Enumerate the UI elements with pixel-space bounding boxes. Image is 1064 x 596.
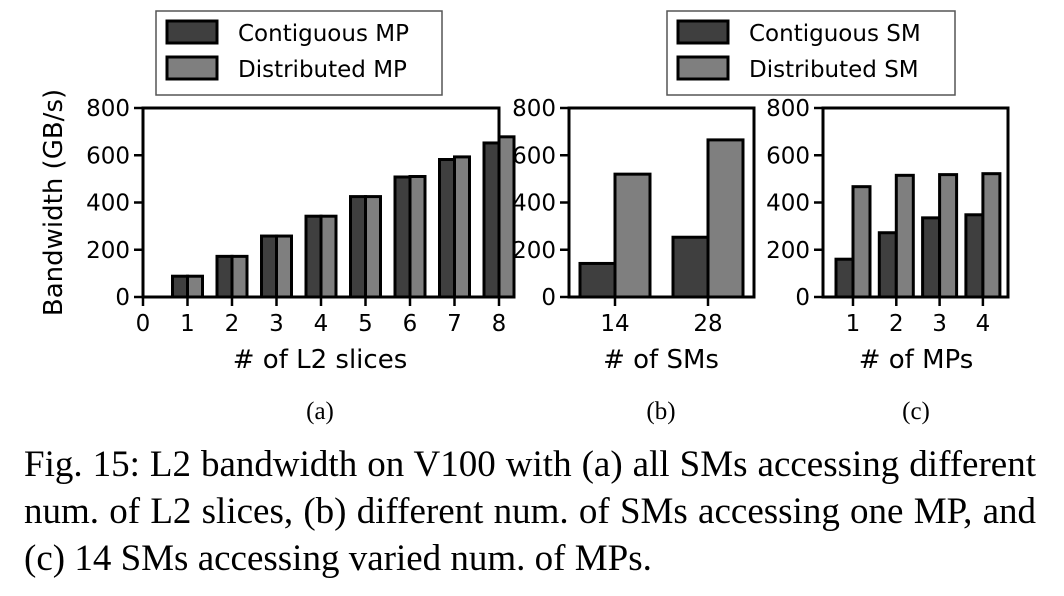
bar-a-contiguous-8 — [482, 141, 501, 299]
x-axis-label-b: # of SMs — [603, 345, 719, 375]
legend-frame-b — [666, 10, 956, 96]
legend-a: Contiguous MP Distributed MP — [155, 10, 443, 96]
panel-label-c: (c) — [902, 398, 930, 425]
bar-c-distributed-3 — [938, 173, 959, 299]
ytick-label-c-0: 0 — [795, 285, 810, 311]
bar-c-contiguous-4 — [964, 213, 985, 299]
bar-c-distributed-4 — [981, 172, 1002, 299]
xtick-label-a-6: 6 — [403, 311, 418, 337]
panel-b: 0 200 400 600 800 14 28 # of SMs (b) — [512, 96, 756, 425]
xtick-label-a-1: 1 — [180, 311, 195, 337]
ytick-label-a-800: 800 — [86, 96, 130, 122]
bar-a-contiguous-4 — [304, 214, 323, 299]
bar-a-contiguous-7 — [438, 158, 456, 299]
legend-swatch-b-contiguous — [676, 19, 730, 45]
xtick-label-b-14: 14 — [600, 311, 629, 337]
xtick-label-a-2: 2 — [225, 311, 240, 337]
xtick-label-c-4: 4 — [976, 311, 991, 337]
xtick-label-c-2: 2 — [889, 311, 904, 337]
xtick-label-a-0: 0 — [136, 311, 151, 337]
bar-c-contiguous-1 — [834, 257, 855, 299]
bar-a-distributed-5 — [364, 195, 382, 299]
y-axis-label-a: Bandwidth (GB/s) — [39, 89, 69, 316]
bar-b-contiguous-1 — [578, 261, 617, 299]
xtick-label-a-8: 8 — [492, 311, 507, 337]
bar-a-contiguous-5 — [349, 195, 367, 299]
ytick-label-c-800: 800 — [766, 96, 810, 122]
xtick-label-c-3: 3 — [932, 311, 947, 337]
bar-a-contiguous-2 — [215, 254, 234, 299]
bar-a-contiguous-1 — [171, 274, 189, 299]
legend-b: Contiguous SM Distributed SM — [666, 10, 956, 96]
legend-swatch-a-distributed — [165, 55, 219, 81]
bar-b-distributed-2 — [706, 138, 745, 299]
ytick-label-a-600: 600 — [86, 143, 130, 169]
ytick-label-b-200: 200 — [512, 238, 556, 264]
panel-label-a: (a) — [306, 398, 334, 425]
x-axis-label-a: # of L2 slices — [233, 345, 408, 375]
bar-a-distributed-6 — [408, 175, 427, 299]
bar-a-distributed-3 — [275, 234, 293, 299]
ytick-label-c-600: 600 — [766, 143, 810, 169]
bar-a-distributed-4 — [319, 214, 338, 299]
bar-c-contiguous-2 — [877, 231, 898, 299]
ytick-label-c-200: 200 — [766, 238, 810, 264]
legend-swatch-b-distributed — [676, 55, 730, 81]
legend-label-a-contiguous: Contiguous MP — [238, 21, 409, 47]
ytick-label-b-800: 800 — [512, 96, 556, 122]
x-axis-label-c: # of MPs — [859, 345, 974, 375]
ytick-label-b-600: 600 — [512, 143, 556, 169]
legend-label-b-contiguous: Contiguous SM — [749, 21, 921, 47]
ytick-label-a-400: 400 — [86, 191, 130, 217]
ytick-label-a-200: 200 — [86, 238, 130, 264]
bar-a-distributed-1 — [186, 274, 204, 299]
bar-c-distributed-2 — [894, 173, 915, 299]
bar-a-contiguous-6 — [393, 175, 412, 299]
panel-c: 0 200 400 600 800 1 2 3 4# of MPs (c) — [766, 96, 1010, 425]
xtick-label-b-28: 28 — [693, 311, 722, 337]
legend-label-b-distributed: Distributed SM — [749, 57, 919, 83]
legend-label-a-distributed: Distributed MP — [238, 57, 407, 83]
bar-a-distributed-7 — [453, 155, 471, 299]
figure-caption: Fig. 15: L2 bandwidth on V100 with (a) a… — [24, 444, 1036, 579]
bar-b-distributed-1 — [613, 172, 652, 299]
bar-c-contiguous-3 — [921, 216, 942, 299]
xtick-label-a-7: 7 — [447, 311, 462, 337]
panel-a: 0 200 400 600 800 0 1 2 3 4 5 6 7 8 # of L2 slices (a) B… — [39, 89, 516, 425]
bar-c-distributed-1 — [851, 185, 872, 299]
legend-swatch-a-contiguous — [165, 19, 219, 45]
xtick-label-a-3: 3 — [269, 311, 284, 337]
bar-b-contiguous-2 — [671, 235, 710, 299]
xtick-label-a-4: 4 — [314, 311, 329, 337]
bar-a-distributed-2 — [230, 254, 249, 299]
panel-label-b: (b) — [646, 398, 675, 425]
ytick-label-a-0: 0 — [115, 285, 130, 311]
ytick-label-b-400: 400 — [512, 191, 556, 217]
xtick-label-a-5: 5 — [358, 311, 373, 337]
ytick-label-b-0: 0 — [541, 285, 556, 311]
xtick-label-c-1: 1 — [846, 311, 861, 337]
ytick-label-c-400: 400 — [766, 191, 810, 217]
bar-a-contiguous-3 — [260, 234, 278, 299]
